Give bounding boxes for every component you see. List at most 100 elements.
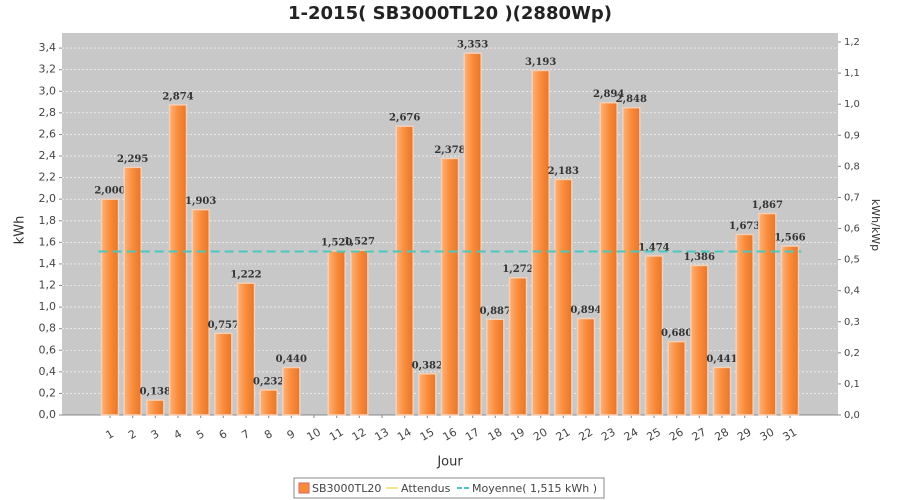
bar — [214, 332, 233, 416]
y-tick-label: 1,4 — [39, 257, 57, 270]
bar — [758, 212, 777, 416]
y-tick-label: 2,2 — [39, 171, 57, 184]
value-label: 0,894 — [570, 305, 601, 316]
value-label: 1,520 — [321, 237, 352, 248]
y-tick-label: 1,8 — [39, 214, 57, 227]
legend-label: SB3000TL20 — [312, 482, 381, 495]
y2-tick-label: 0,1 — [844, 379, 860, 390]
bar — [191, 208, 210, 416]
bar — [735, 233, 754, 416]
bar — [622, 106, 641, 416]
value-label: 1,867 — [752, 200, 783, 211]
x-tick-label: 19 — [508, 425, 527, 443]
bar — [418, 373, 437, 416]
value-label: 0,232 — [253, 376, 284, 387]
bar — [236, 282, 256, 416]
x-axis-label: Jour — [436, 455, 463, 470]
x-tick-label: 29 — [735, 425, 754, 443]
y2-tick-label: 0,4 — [844, 286, 860, 297]
y-tick-label: 2,0 — [39, 192, 57, 205]
y-tick-label: 0,6 — [39, 343, 57, 356]
x-tick-label: 7 — [239, 427, 252, 442]
bar — [100, 198, 120, 416]
legend-label: Moyenne( 1,515 kWh ) — [472, 482, 597, 495]
bar — [146, 399, 165, 416]
value-label: 2,295 — [117, 154, 148, 165]
value-label: 0,138 — [140, 387, 171, 398]
value-label: 0,441 — [706, 354, 737, 365]
y2-tick-label: 1,2 — [844, 37, 860, 48]
value-label: 2,676 — [389, 113, 420, 124]
x-tick-label: 22 — [576, 425, 595, 443]
bar — [667, 340, 686, 416]
bar — [463, 52, 482, 416]
y-tick-label: 3,0 — [39, 84, 57, 97]
y-tick-label: 1,6 — [39, 235, 57, 248]
value-label: 0,887 — [480, 306, 511, 317]
bar — [554, 178, 573, 416]
value-label: 2,848 — [616, 94, 647, 105]
x-tick-label: 24 — [622, 425, 641, 443]
legend — [293, 477, 605, 499]
value-label: 1,272 — [502, 264, 533, 275]
x-tick-label: 4 — [171, 427, 184, 442]
x-tick-label: 14 — [395, 425, 414, 443]
value-label: 1,222 — [230, 270, 261, 281]
value-label: 1,566 — [774, 233, 805, 244]
legend-swatch — [298, 482, 310, 494]
bar — [599, 101, 618, 416]
x-tick-label: 6 — [217, 427, 230, 442]
y2-tick-label: 0,3 — [844, 317, 860, 328]
y-axis-label: kWh — [13, 216, 28, 245]
value-label: 2,378 — [434, 145, 465, 156]
y2-axis-label: kWh/kWp — [869, 199, 882, 251]
value-label: 1,673 — [729, 221, 760, 232]
value-label: 1,527 — [344, 237, 375, 248]
y-tick-label: 2,8 — [39, 106, 57, 119]
x-tick-label: 27 — [690, 425, 709, 443]
y2-tick-label: 0,5 — [844, 255, 860, 266]
x-tick-label: 11 — [327, 425, 346, 443]
y-tick-label: 0,2 — [39, 386, 57, 399]
y2-tick-label: 0,0 — [844, 410, 860, 421]
bar — [576, 317, 596, 416]
bar — [259, 389, 278, 416]
x-tick-label: 2 — [126, 427, 139, 442]
y-tick-label: 3,2 — [39, 63, 57, 76]
y-tick-label: 3,4 — [39, 41, 57, 54]
value-label: 0,382 — [412, 360, 443, 371]
x-tick-label: 3 — [149, 427, 162, 442]
x-tick-label: 31 — [780, 425, 799, 443]
bar — [123, 166, 142, 416]
x-tick-label: 9 — [285, 427, 298, 442]
x-tick-label: 12 — [350, 425, 369, 443]
bar — [508, 276, 528, 416]
x-tick-label: 30 — [758, 425, 777, 443]
y2-tick-label: 1,0 — [844, 99, 860, 110]
y2-tick-label: 0,2 — [844, 348, 860, 359]
y-tick-label: 2,6 — [39, 127, 57, 140]
y-tick-label: 0,0 — [39, 408, 57, 421]
y-tick-label: 1,2 — [39, 279, 57, 292]
bar — [644, 255, 664, 416]
x-tick-label: 16 — [440, 425, 459, 443]
x-tick-label: 18 — [486, 425, 505, 443]
x-tick-label: 25 — [644, 425, 663, 443]
y2-tick-label: 0,6 — [844, 224, 860, 235]
bar — [690, 264, 709, 416]
value-label: 1,474 — [638, 242, 669, 253]
bar — [486, 318, 505, 416]
value-label: 0,440 — [276, 354, 307, 365]
bar — [780, 245, 800, 416]
bar — [168, 104, 188, 416]
value-label: 0,680 — [661, 328, 692, 339]
y2-tick-label: 0,9 — [844, 130, 860, 141]
x-tick-label: 17 — [463, 425, 482, 443]
bar — [327, 250, 346, 416]
y-tick-label: 0,8 — [39, 322, 57, 335]
y-tick-label: 1,0 — [39, 300, 57, 313]
x-tick-label: 8 — [262, 427, 275, 442]
x-tick-label: 13 — [372, 425, 391, 443]
value-label: 1,903 — [185, 196, 216, 207]
